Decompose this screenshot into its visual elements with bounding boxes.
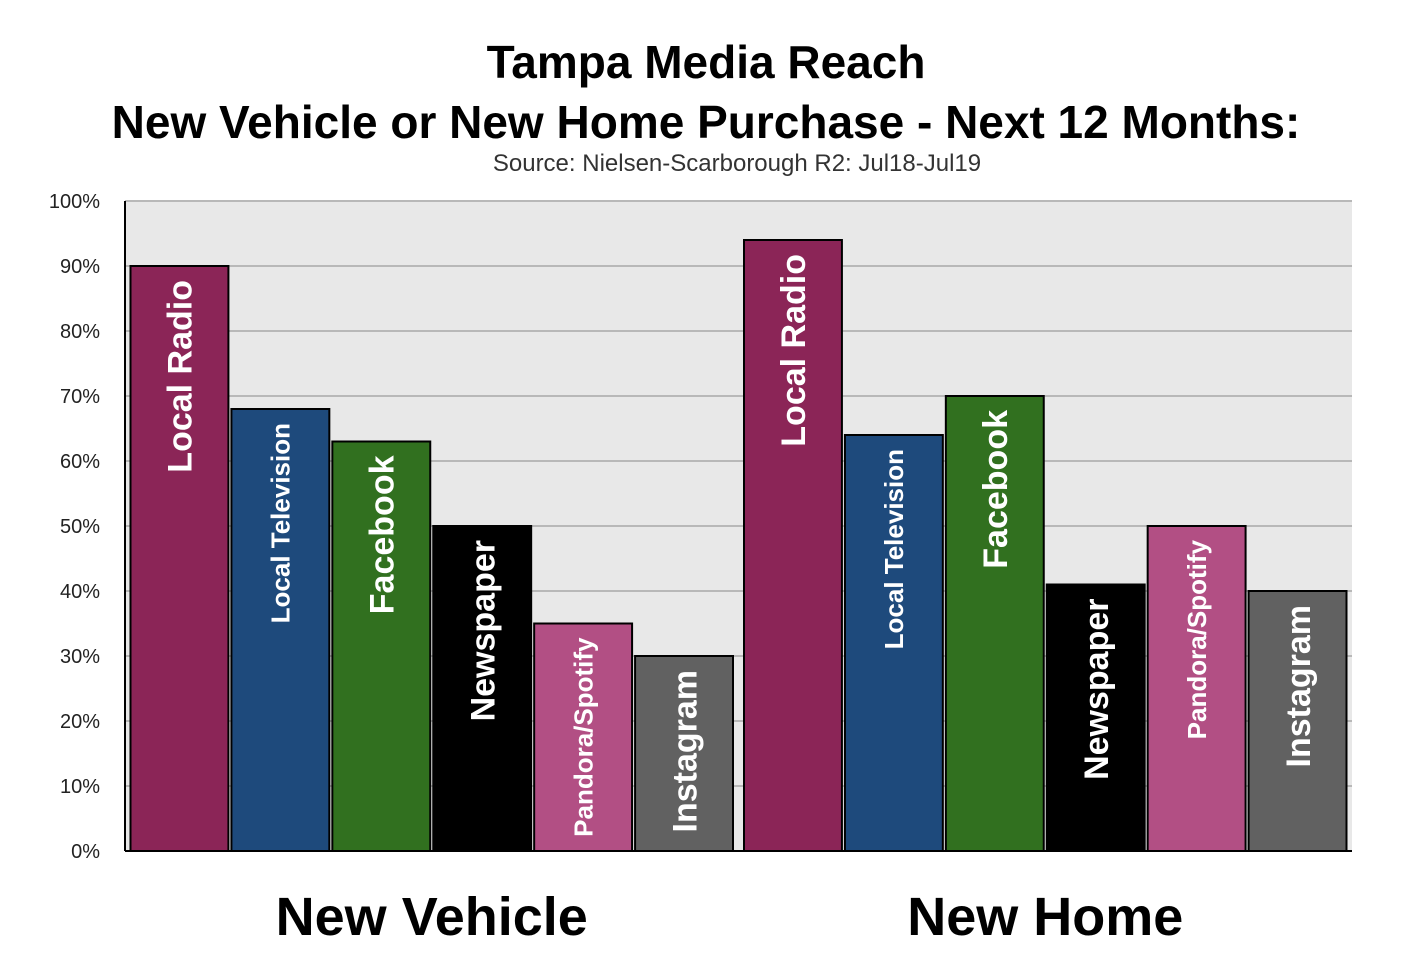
y-tick-label: 50% xyxy=(60,516,100,538)
y-tick-label: 40% xyxy=(60,581,100,603)
y-tick-label: 0% xyxy=(71,841,100,863)
chart-title: Tampa Media Reach xyxy=(486,36,926,88)
bar xyxy=(1045,583,1146,852)
y-tick-label: 10% xyxy=(60,776,100,798)
bar xyxy=(743,239,843,852)
category-label: New Vehicle xyxy=(276,887,588,947)
bar-label: Local Radio xyxy=(775,254,813,447)
chart-source: Source: Nielsen-Scarborough R2: Jul18-Ju… xyxy=(492,150,982,177)
bar-label: Pandora/Spotify xyxy=(568,637,598,837)
bar xyxy=(1247,590,1348,852)
bar-label: Local Television xyxy=(879,449,909,649)
bar xyxy=(331,440,432,852)
bar xyxy=(1146,525,1247,852)
chart-subtitle: New Vehicle or New Home Purchase - Next … xyxy=(111,96,1301,148)
y-tick-label: 100% xyxy=(49,191,100,213)
y-tick-label: 80% xyxy=(60,321,100,343)
bar-label: Pandora/Spotify xyxy=(1182,539,1212,739)
bar xyxy=(843,434,944,852)
bar-label: Facebook xyxy=(977,410,1015,569)
bar-label: Local Radio xyxy=(162,280,200,473)
bar-label: Instagram xyxy=(666,670,704,833)
bar xyxy=(944,395,1045,852)
y-tick-label: 20% xyxy=(60,711,100,733)
bar-label: Local Television xyxy=(266,423,296,623)
bar xyxy=(634,655,734,852)
y-tick-label: 70% xyxy=(60,386,100,408)
bar-label: Instagram xyxy=(1280,605,1318,768)
bar xyxy=(432,525,533,852)
y-tick-label: 30% xyxy=(60,646,100,668)
y-tick-label: 60% xyxy=(60,451,100,473)
bar-label: Newspaper xyxy=(1078,599,1116,780)
bar-label: Facebook xyxy=(364,455,402,614)
y-tick-label: 90% xyxy=(60,256,100,278)
bar-label: Newspaper xyxy=(464,540,502,721)
bar xyxy=(533,622,634,852)
category-label: New Home xyxy=(907,887,1183,947)
